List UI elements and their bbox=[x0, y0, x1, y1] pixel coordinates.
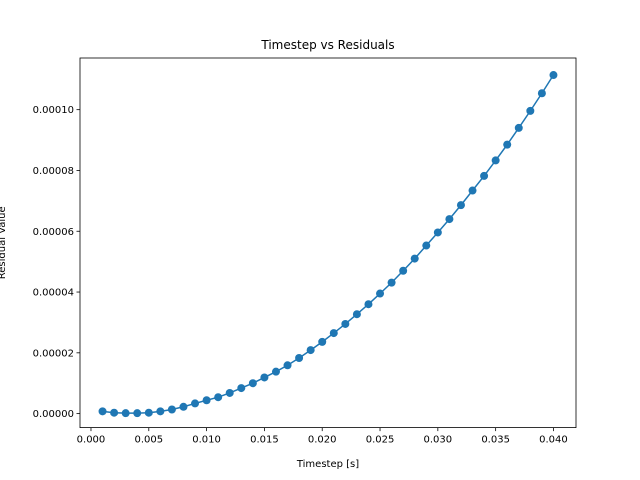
data-point bbox=[306, 346, 315, 355]
x-tick-label: 0.040 bbox=[539, 435, 568, 446]
x-axis-label: Timestep [s] bbox=[296, 459, 359, 470]
data-point bbox=[179, 402, 188, 411]
data-point bbox=[202, 396, 211, 405]
y-tick-label: 0.00002 bbox=[33, 348, 74, 359]
data-point bbox=[318, 337, 327, 346]
y-axis: 0.00000 0.00002 0.00004 0.00006 0.00008 0.000… bbox=[33, 105, 80, 420]
data-point bbox=[364, 300, 373, 309]
y-tick-label: 0.00000 bbox=[33, 409, 74, 420]
data-point bbox=[167, 405, 176, 414]
data-point bbox=[248, 379, 257, 388]
data-point bbox=[260, 373, 269, 382]
y-tick-label: 0.00008 bbox=[33, 166, 74, 177]
data-point bbox=[537, 89, 546, 98]
data-point bbox=[133, 409, 142, 418]
data-point bbox=[225, 388, 234, 397]
data-point bbox=[410, 254, 419, 263]
data-point bbox=[237, 384, 246, 393]
data-point bbox=[191, 399, 200, 408]
x-tick-label: 0.010 bbox=[192, 435, 221, 446]
x-tick-label: 0.025 bbox=[366, 435, 395, 446]
y-tick-label: 0.00006 bbox=[33, 227, 74, 238]
data-point bbox=[295, 353, 304, 362]
data-point bbox=[503, 140, 512, 149]
data-point bbox=[121, 409, 130, 418]
data-point bbox=[445, 215, 454, 224]
data-point bbox=[352, 310, 361, 319]
data-point bbox=[422, 241, 431, 250]
data-point bbox=[549, 71, 558, 80]
x-tick-label: 0.015 bbox=[250, 435, 279, 446]
data-point bbox=[376, 289, 385, 298]
chart-title: Timestep vs Residuals bbox=[260, 38, 394, 52]
y-axis-label: Residual Value bbox=[0, 206, 8, 279]
data-point bbox=[387, 278, 396, 287]
data-point bbox=[526, 106, 535, 115]
data-point bbox=[341, 319, 350, 328]
data-point bbox=[156, 407, 165, 416]
plot-area bbox=[98, 71, 558, 418]
x-tick-label: 0.005 bbox=[134, 435, 163, 446]
data-point bbox=[329, 329, 338, 338]
x-tick-label: 0.030 bbox=[424, 435, 453, 446]
x-tick-label: 0.035 bbox=[481, 435, 510, 446]
x-axis: 0.000 0.005 0.010 0.015 0.020 0.025 0.030 0.035… bbox=[77, 427, 568, 446]
axes-frame bbox=[79, 57, 577, 429]
y-tick-label: 0.00004 bbox=[33, 288, 74, 299]
series-line bbox=[102, 74, 555, 414]
data-point bbox=[214, 393, 223, 402]
data-point bbox=[514, 123, 523, 132]
x-tick-label: 0.000 bbox=[77, 435, 106, 446]
data-point bbox=[491, 156, 500, 165]
y-tick-label: 0.00010 bbox=[33, 105, 74, 116]
data-point bbox=[456, 201, 465, 210]
data-point bbox=[144, 408, 153, 417]
data-point bbox=[468, 186, 477, 195]
data-point bbox=[399, 266, 408, 275]
data-point bbox=[98, 407, 107, 416]
data-point bbox=[110, 408, 119, 417]
data-point bbox=[283, 361, 292, 370]
x-tick-label: 0.020 bbox=[308, 435, 337, 446]
data-point bbox=[433, 228, 442, 237]
data-point bbox=[271, 367, 280, 376]
data-point bbox=[480, 171, 489, 180]
